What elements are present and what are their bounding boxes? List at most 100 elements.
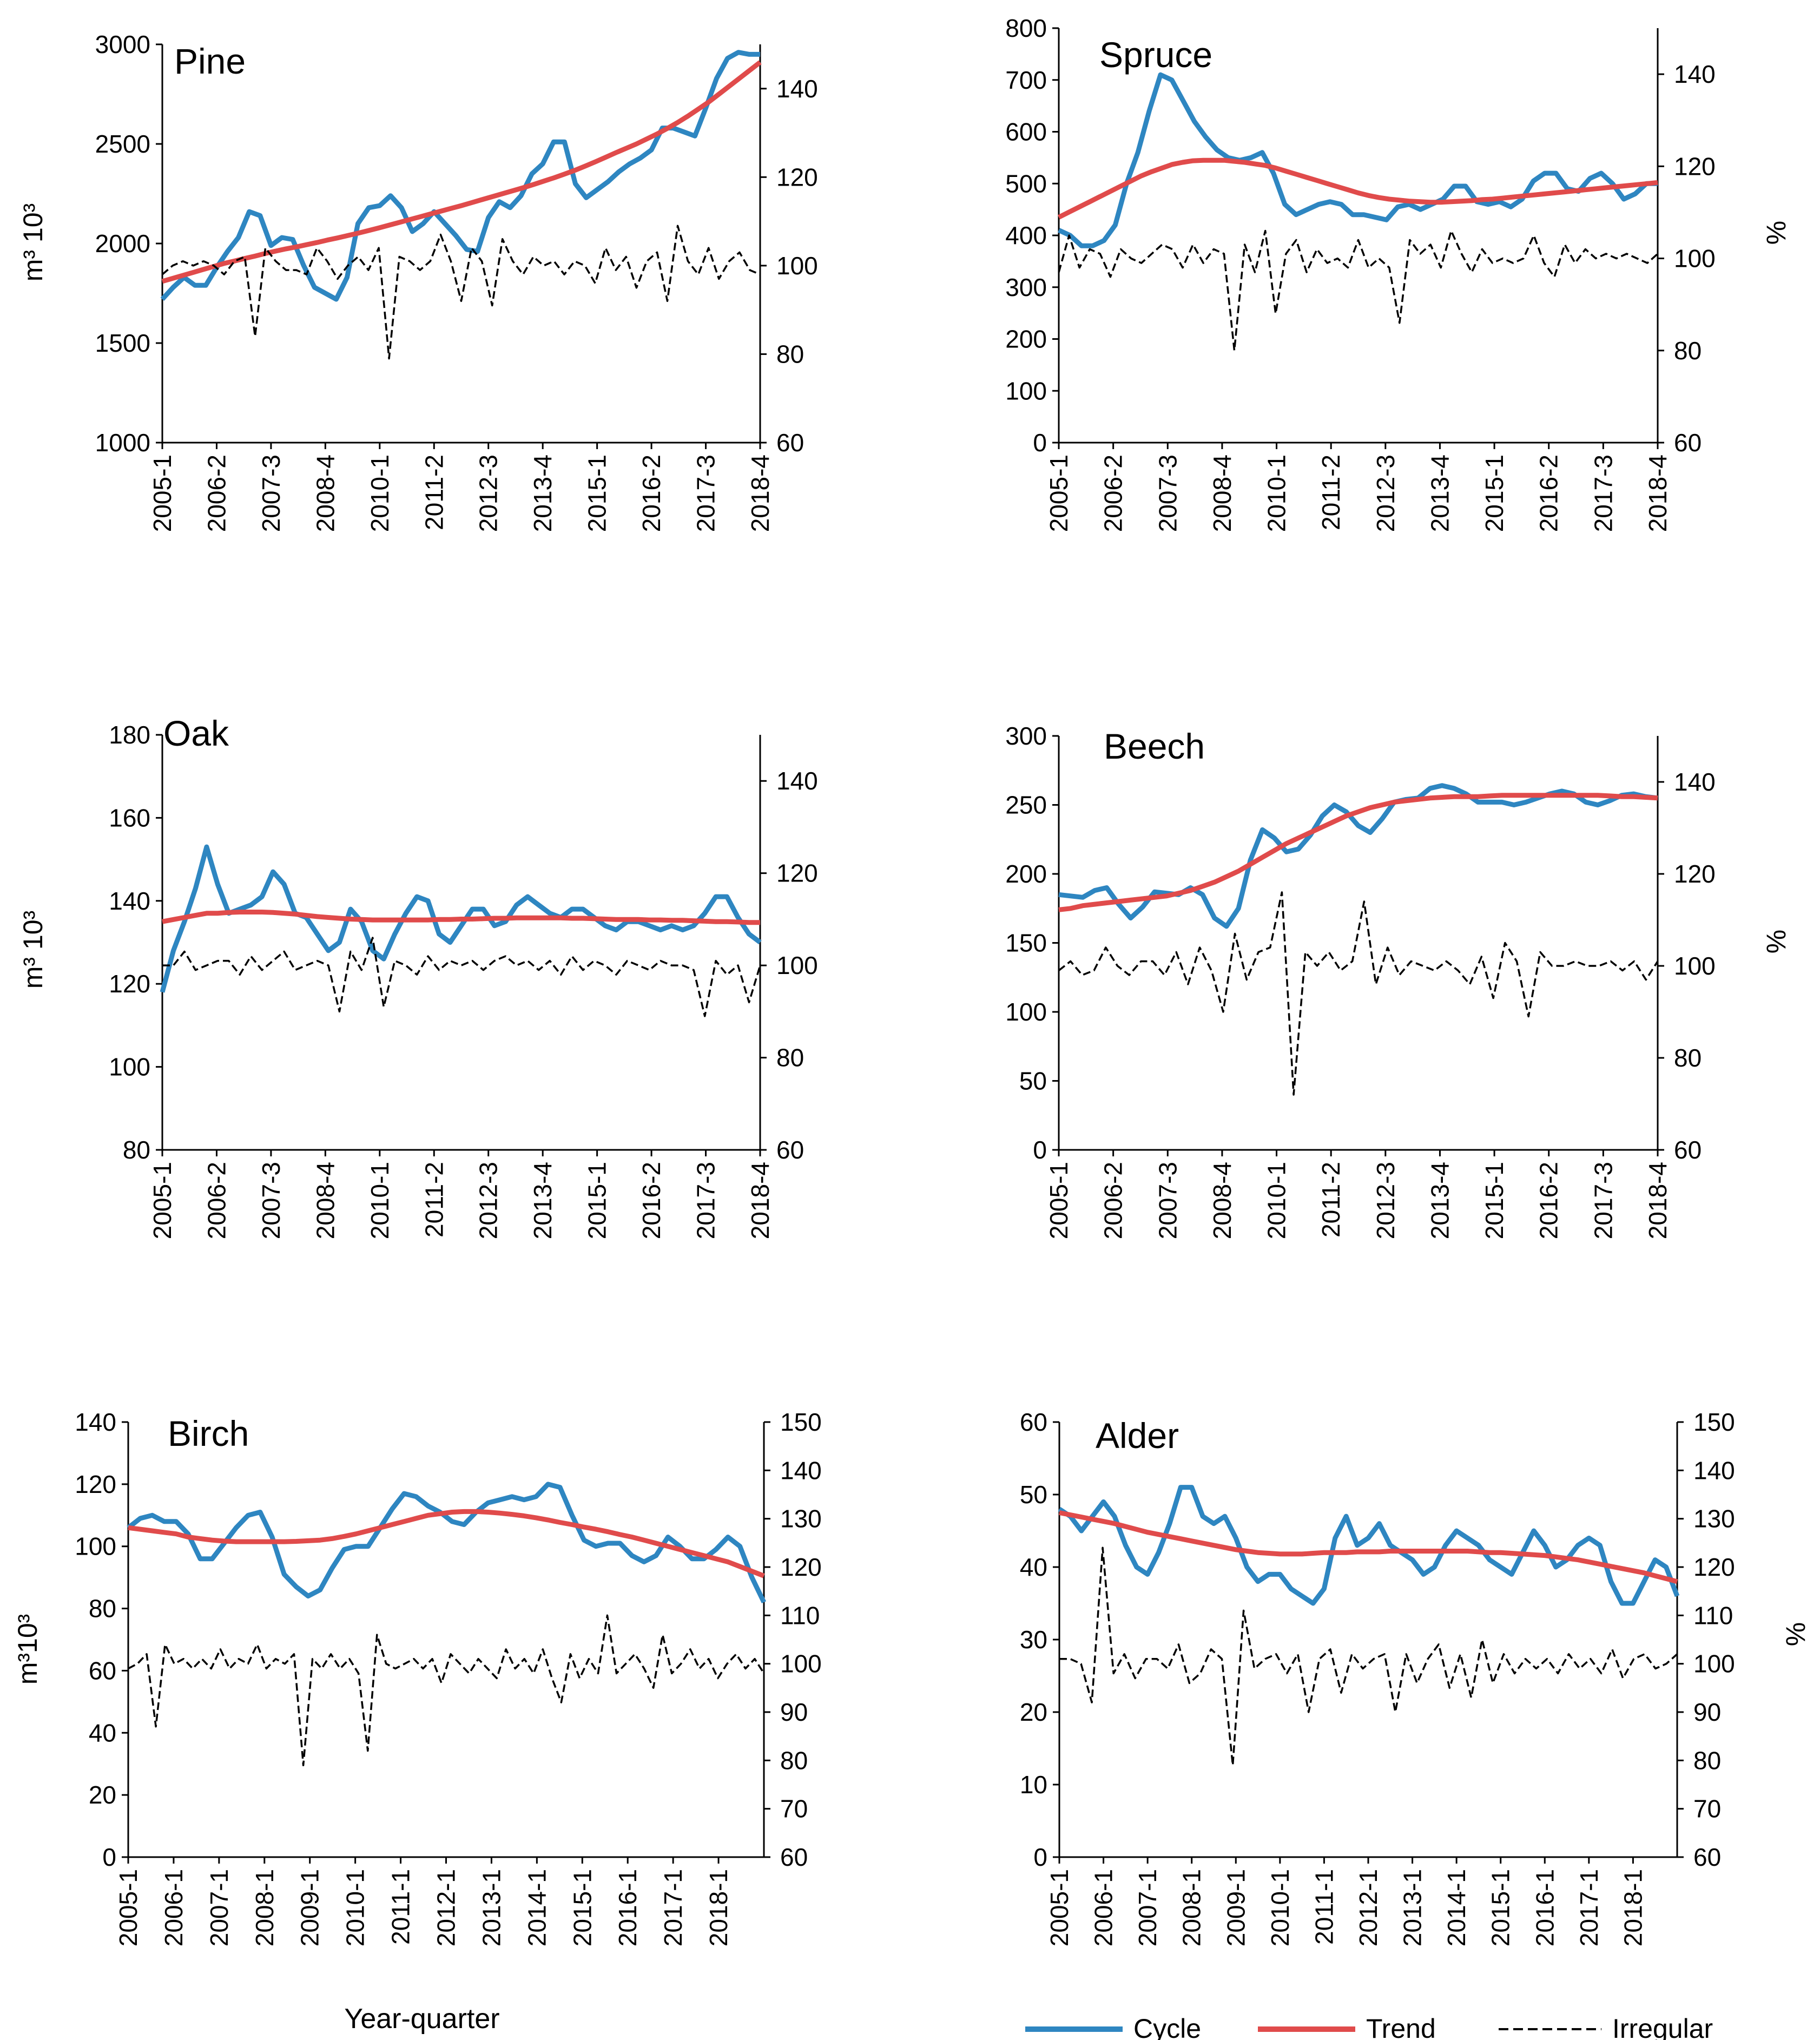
x-tick-label: 2016-2 bbox=[1535, 1162, 1563, 1239]
x-tick-label: 2014-1 bbox=[1442, 1869, 1470, 1946]
x-tick-label: 2015-1 bbox=[583, 455, 611, 532]
x-tick-label: 2012-3 bbox=[474, 1162, 503, 1239]
series-line-trend bbox=[1057, 157, 1658, 220]
x-tick-label: 2007-3 bbox=[1153, 1162, 1182, 1239]
right-tick-label: 80 bbox=[780, 1746, 808, 1774]
x-tick-label: 2018-4 bbox=[746, 1162, 774, 1239]
chart-panel-alder: 0 10 20 30 40 50 60 60 70 80 90 100 110 120 130 140 150 2… bbox=[1020, 1408, 1811, 1946]
x-tick-label: 2012-3 bbox=[474, 455, 503, 532]
right-tick-label: 100 bbox=[1693, 1650, 1735, 1678]
x-tick-label: 2010-1 bbox=[366, 455, 394, 532]
right-tick-label: 60 bbox=[1693, 1843, 1721, 1871]
left-tick-label: 300 bbox=[1005, 273, 1047, 301]
left-tick-label: 120 bbox=[75, 1470, 116, 1498]
x-tick-label: 2007-1 bbox=[205, 1869, 233, 1946]
right-tick-label: 120 bbox=[1693, 1553, 1735, 1581]
left-tick-label: 140 bbox=[75, 1408, 116, 1436]
right-tick-label: 90 bbox=[780, 1698, 808, 1726]
left-tick-label: 1500 bbox=[95, 329, 150, 357]
right-tick-label: 70 bbox=[780, 1795, 808, 1823]
right-tick-label: 120 bbox=[776, 163, 818, 191]
x-tick-label: 2011-2 bbox=[1317, 1162, 1345, 1238]
x-tick-label: 2017-1 bbox=[659, 1869, 687, 1946]
right-tick-label: 90 bbox=[1693, 1698, 1721, 1726]
x-tick-label: 2008-4 bbox=[1208, 455, 1236, 532]
series-line-trend bbox=[1059, 1510, 1678, 1584]
right-tick-label: 60 bbox=[776, 1136, 804, 1164]
x-tick-label: 2017-1 bbox=[1575, 1869, 1603, 1946]
right-tick-label: 150 bbox=[1693, 1408, 1735, 1436]
chart-panel-beech: 0 50 100 150 200 250 300 60 80 100 120 140 2005-1 200… bbox=[1005, 722, 1791, 1239]
left-tick-label: 20 bbox=[89, 1781, 116, 1809]
series-line-cycle bbox=[1058, 72, 1658, 248]
right-tick-label: 60 bbox=[1674, 429, 1702, 457]
x-tick-label: 2005-1 bbox=[114, 1869, 142, 1946]
x-tick-label: 2015-1 bbox=[568, 1869, 596, 1946]
x-tick-label: 2016-1 bbox=[1531, 1869, 1559, 1946]
left-tick-label: 400 bbox=[1005, 221, 1047, 249]
right-tick-label: 60 bbox=[780, 1843, 808, 1871]
series-line-irregular bbox=[1059, 1547, 1678, 1767]
x-tick-label: 2017-3 bbox=[692, 1162, 720, 1239]
x-tick-label: 2006-2 bbox=[202, 1162, 230, 1239]
left-tick-label: 30 bbox=[1020, 1626, 1047, 1654]
x-tick-label: 2005-1 bbox=[148, 455, 176, 532]
series-line-cycle bbox=[1058, 783, 1658, 929]
x-tick-label: 2013-1 bbox=[477, 1869, 505, 1946]
left-tick-label: 0 bbox=[1033, 429, 1047, 457]
x-tick-label: 2018-4 bbox=[746, 455, 774, 532]
series-line-irregular bbox=[128, 1614, 765, 1767]
y-axis-label-left: m³ 10³ bbox=[18, 911, 48, 989]
y-axis-label-right: % bbox=[1781, 1622, 1811, 1646]
left-tick-label: 40 bbox=[89, 1719, 116, 1747]
x-tick-label: 2017-3 bbox=[1589, 1162, 1617, 1239]
series-line-cycle bbox=[1058, 1485, 1680, 1606]
right-tick-label: 140 bbox=[1674, 768, 1716, 796]
left-tick-label: 50 bbox=[1020, 1480, 1047, 1509]
left-tick-label: 100 bbox=[109, 1053, 150, 1081]
x-tick-label: 2005-1 bbox=[1045, 1869, 1073, 1946]
right-tick-label: 130 bbox=[1693, 1505, 1735, 1533]
left-tick-label: 20 bbox=[1020, 1698, 1047, 1726]
legend-irregular-label: Irregular bbox=[1612, 2013, 1713, 2040]
x-tick-label: 2014-1 bbox=[523, 1869, 551, 1946]
right-tick-label: 110 bbox=[780, 1601, 820, 1629]
right-tick-label: 140 bbox=[1674, 60, 1716, 88]
x-tick-label: 2011-1 bbox=[387, 1869, 415, 1945]
x-tick-label: 2008-4 bbox=[1208, 1162, 1236, 1239]
y-axis-label-right: % bbox=[1761, 930, 1791, 953]
right-tick-label: 140 bbox=[780, 1456, 822, 1484]
chart-title: Oak bbox=[163, 713, 229, 753]
left-tick-label: 200 bbox=[1005, 325, 1047, 353]
left-tick-label: 200 bbox=[1005, 860, 1047, 888]
x-tick-label: 2006-2 bbox=[202, 455, 230, 532]
x-tick-label: 2018-1 bbox=[1619, 1869, 1647, 1946]
x-tick-label: 2006-2 bbox=[1099, 1162, 1127, 1239]
x-tick-label: 2008-4 bbox=[311, 455, 339, 532]
x-tick-label: 2008-4 bbox=[311, 1162, 339, 1239]
x-tick-label: 2011-2 bbox=[420, 1162, 448, 1238]
x-tick-label: 2006-2 bbox=[1099, 455, 1127, 532]
left-tick-label: 700 bbox=[1005, 66, 1047, 94]
x-tick-label: 2007-3 bbox=[257, 1162, 285, 1239]
series-line-irregular bbox=[161, 225, 761, 360]
x-tick-label: 2012-1 bbox=[432, 1869, 460, 1946]
left-tick-label: 60 bbox=[1020, 1408, 1047, 1436]
left-tick-label: 800 bbox=[1005, 14, 1047, 42]
left-tick-label: 100 bbox=[1005, 998, 1047, 1026]
series-line-irregular bbox=[1058, 229, 1659, 352]
x-tick-label: 2016-2 bbox=[637, 455, 665, 532]
left-tick-label: 140 bbox=[109, 887, 150, 915]
x-tick-label: 2007-3 bbox=[257, 455, 285, 532]
right-tick-label: 80 bbox=[776, 1044, 804, 1072]
series-line-trend bbox=[128, 1509, 765, 1578]
left-tick-label: 2500 bbox=[95, 130, 150, 158]
chart-title: Beech bbox=[1104, 726, 1205, 766]
series-line-cycle bbox=[160, 844, 762, 993]
series-line-cycle bbox=[160, 50, 760, 302]
x-tick-label: 2015-1 bbox=[1480, 455, 1508, 532]
left-tick-label: 600 bbox=[1005, 118, 1047, 146]
x-tick-label: 2013-4 bbox=[1426, 1162, 1454, 1239]
x-tick-label: 2013-4 bbox=[529, 455, 557, 532]
